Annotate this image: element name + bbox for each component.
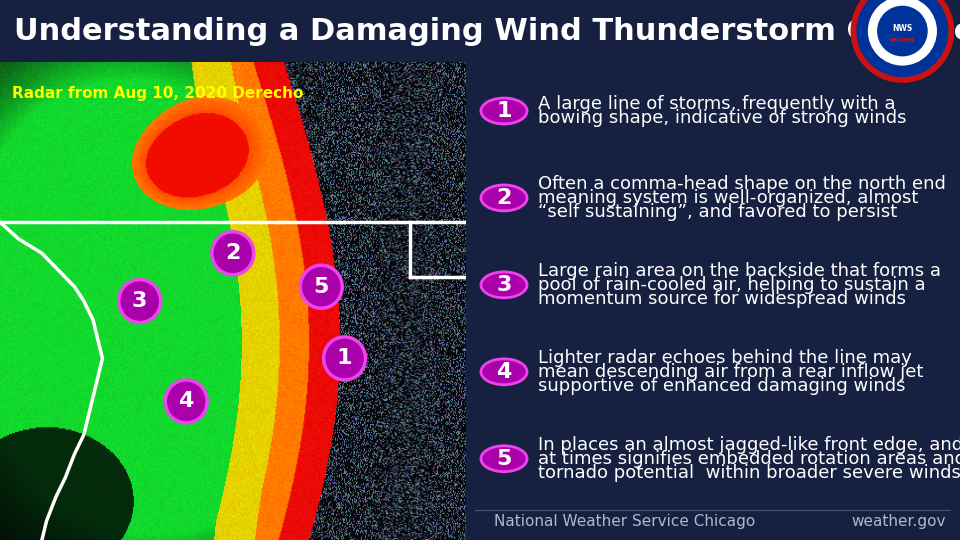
Text: Often a comma-head shape on the north end: Often a comma-head shape on the north en… [538,175,946,193]
Text: WEATHER: WEATHER [889,38,916,43]
Text: 4: 4 [179,392,194,411]
Text: 4: 4 [496,362,512,382]
Circle shape [481,359,527,384]
Text: 2: 2 [225,243,241,264]
Ellipse shape [877,6,927,56]
Text: 2: 2 [496,188,512,208]
Circle shape [165,380,207,423]
Text: weather.gov: weather.gov [852,514,946,529]
Text: bowing shape, indicative of strong winds: bowing shape, indicative of strong winds [538,109,906,127]
Circle shape [300,265,342,308]
Ellipse shape [868,0,937,66]
Text: supportive of enhanced damaging winds: supportive of enhanced damaging winds [538,377,905,395]
Circle shape [481,98,527,124]
Text: Radar from Aug 10, 2020 Derecho: Radar from Aug 10, 2020 Derecho [12,86,303,101]
Text: Lighter radar echoes behind the line may: Lighter radar echoes behind the line may [538,349,911,367]
Bar [0,0,960,62]
Text: meaning system is well-organized, almost: meaning system is well-organized, almost [538,189,918,207]
Circle shape [481,272,527,298]
Circle shape [212,232,253,275]
Text: National Weather Service Chicago: National Weather Service Chicago [494,514,756,529]
Circle shape [481,185,527,211]
Circle shape [119,280,160,322]
Text: mean descending air from a rear inflow jet: mean descending air from a rear inflow j… [538,363,923,381]
Ellipse shape [856,0,948,77]
Text: “self sustaining”, and favored to persist: “self sustaining”, and favored to persis… [538,203,897,221]
Text: NWS: NWS [892,24,913,33]
Text: pool of rain-cooled air, helping to sustain a: pool of rain-cooled air, helping to sust… [538,276,925,294]
Text: Understanding a Damaging Wind Thunderstorm Complex…: Understanding a Damaging Wind Thundersto… [14,17,960,45]
Text: tornado potential  within broader severe winds: tornado potential within broader severe … [538,464,960,482]
Text: 5: 5 [496,449,512,469]
Circle shape [481,446,527,472]
Text: at times signifies embedded rotation areas and: at times signifies embedded rotation are… [538,450,960,468]
Text: 1: 1 [337,348,352,368]
Text: 3: 3 [132,291,148,311]
Ellipse shape [851,0,954,83]
Text: 3: 3 [496,275,512,295]
Text: A large line of storms, frequently with a: A large line of storms, frequently with … [538,95,895,113]
Text: momentum source for widespread winds: momentum source for widespread winds [538,290,905,308]
Circle shape [324,337,366,380]
Text: 1: 1 [496,101,512,121]
Text: In places an almost jagged-like front edge, and: In places an almost jagged-like front ed… [538,436,960,454]
Text: Large rain area on the backside that forms a: Large rain area on the backside that for… [538,262,941,280]
Text: 5: 5 [314,276,329,296]
